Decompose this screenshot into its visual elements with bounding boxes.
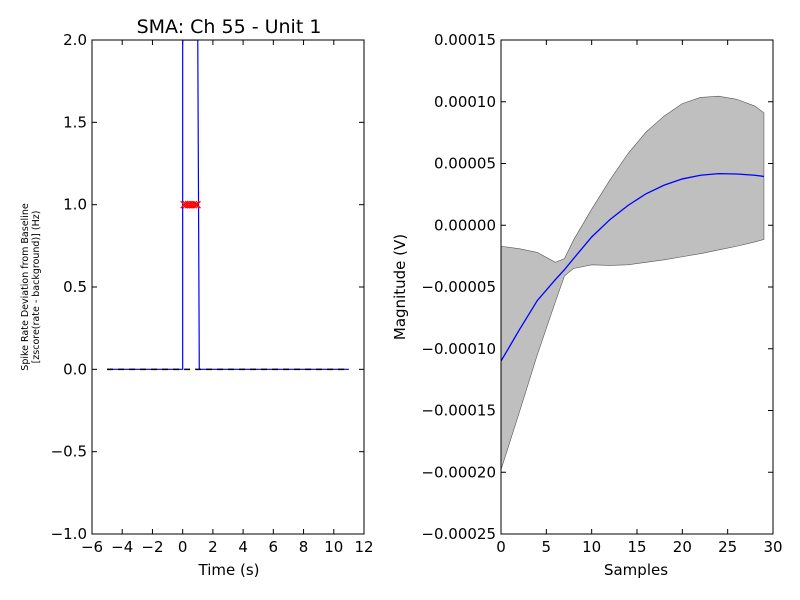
x-tick-label: 20: [673, 538, 692, 556]
x-tick-label: 5: [542, 538, 552, 556]
y-tick-label: 0.0: [63, 360, 87, 378]
y-tick-label: 0.00015: [434, 31, 496, 49]
x-tick-label: 10: [582, 538, 601, 556]
x-tick-label: 10: [324, 538, 343, 556]
x-tick-label: 30: [763, 538, 782, 556]
y-tick-label: 0.00010: [434, 93, 496, 111]
x-tick-label: 0: [496, 538, 506, 556]
y-tick-label: −0.00015: [421, 402, 496, 420]
chart-title: SMA: Ch 55 - Unit 1: [137, 16, 322, 38]
y-tick-label: −0.00005: [421, 278, 496, 296]
x-tick-label: 6: [269, 538, 279, 556]
y-tick-label: 0.00000: [434, 216, 496, 234]
data-marks: [107, 40, 349, 371]
x-axis-label: Samples: [604, 561, 668, 579]
plot-frame: [500, 39, 774, 535]
y-tick-label: −0.5: [51, 443, 87, 461]
y-axis-label-line-1: Spike Rate Deviation from Baseline: [20, 203, 31, 371]
y-tick-label: 0.00005: [434, 155, 496, 173]
y-tick-label: 0.5: [63, 278, 87, 296]
x-tick-label: 0: [178, 538, 188, 556]
y-tick-label: −0.00025: [421, 525, 496, 543]
axis-ticks: 0 5 10 15 20 25 30 −0.00025 −0.00020 −0.00015 −0.0…: [421, 31, 782, 556]
y-axis-label: Magnitude (V): [391, 234, 409, 340]
plot-frame: [91, 39, 365, 535]
y-tick-label: −1.0: [51, 525, 87, 543]
mean-waveform-line: [500, 172, 765, 362]
x-tick-label: −4: [111, 538, 133, 556]
marker-x: [193, 200, 201, 209]
x-tick-label: −2: [141, 538, 163, 556]
plot-area: [107, 40, 349, 371]
x-axis-label: Time (s): [198, 561, 260, 579]
x-tick-label: 8: [299, 538, 309, 556]
marker-x: [189, 200, 198, 209]
x-tick-label: 15: [627, 538, 646, 556]
confidence-band: [500, 95, 765, 470]
y-tick-label: 1.0: [63, 196, 87, 214]
x-tick-label: 12: [354, 538, 373, 556]
marker-x: [191, 200, 200, 209]
y-tick-label: −0.00010: [421, 340, 496, 358]
y-axis-label-text: Magnitude (V): [391, 234, 409, 340]
x-tick-label: 25: [718, 538, 737, 556]
x-tick-label: −6: [81, 538, 103, 556]
left-chart: SMA: Ch 55 - Unit 1 Spike Rate Deviation…: [20, 16, 374, 579]
clipped-marks: [107, 40, 349, 371]
y-tick-label: −0.00020: [421, 463, 496, 481]
y-axis-label-line-2: [zscore(rate - background)] (Hz): [31, 211, 42, 364]
data-marks: [500, 95, 765, 470]
axis-ticks: −6 −4 −2 0 2 4 6 8 10 12 −1.0 −0.5 0.0 0.5 1.0 1.5 2.0: [51, 31, 374, 556]
right-chart: Magnitude (V) Samples 0 5 10 15 20 25 30 −0.000…: [391, 31, 783, 579]
y-tick-label: 1.5: [63, 113, 87, 131]
y-tick-label: 2.0: [63, 31, 87, 49]
y-axis-label: Spike Rate Deviation from Baseline [zsco…: [20, 203, 42, 371]
x-tick-label: 2: [208, 538, 218, 556]
x-tick-label: 4: [238, 538, 248, 556]
spike-rate-line: [107, 40, 349, 370]
